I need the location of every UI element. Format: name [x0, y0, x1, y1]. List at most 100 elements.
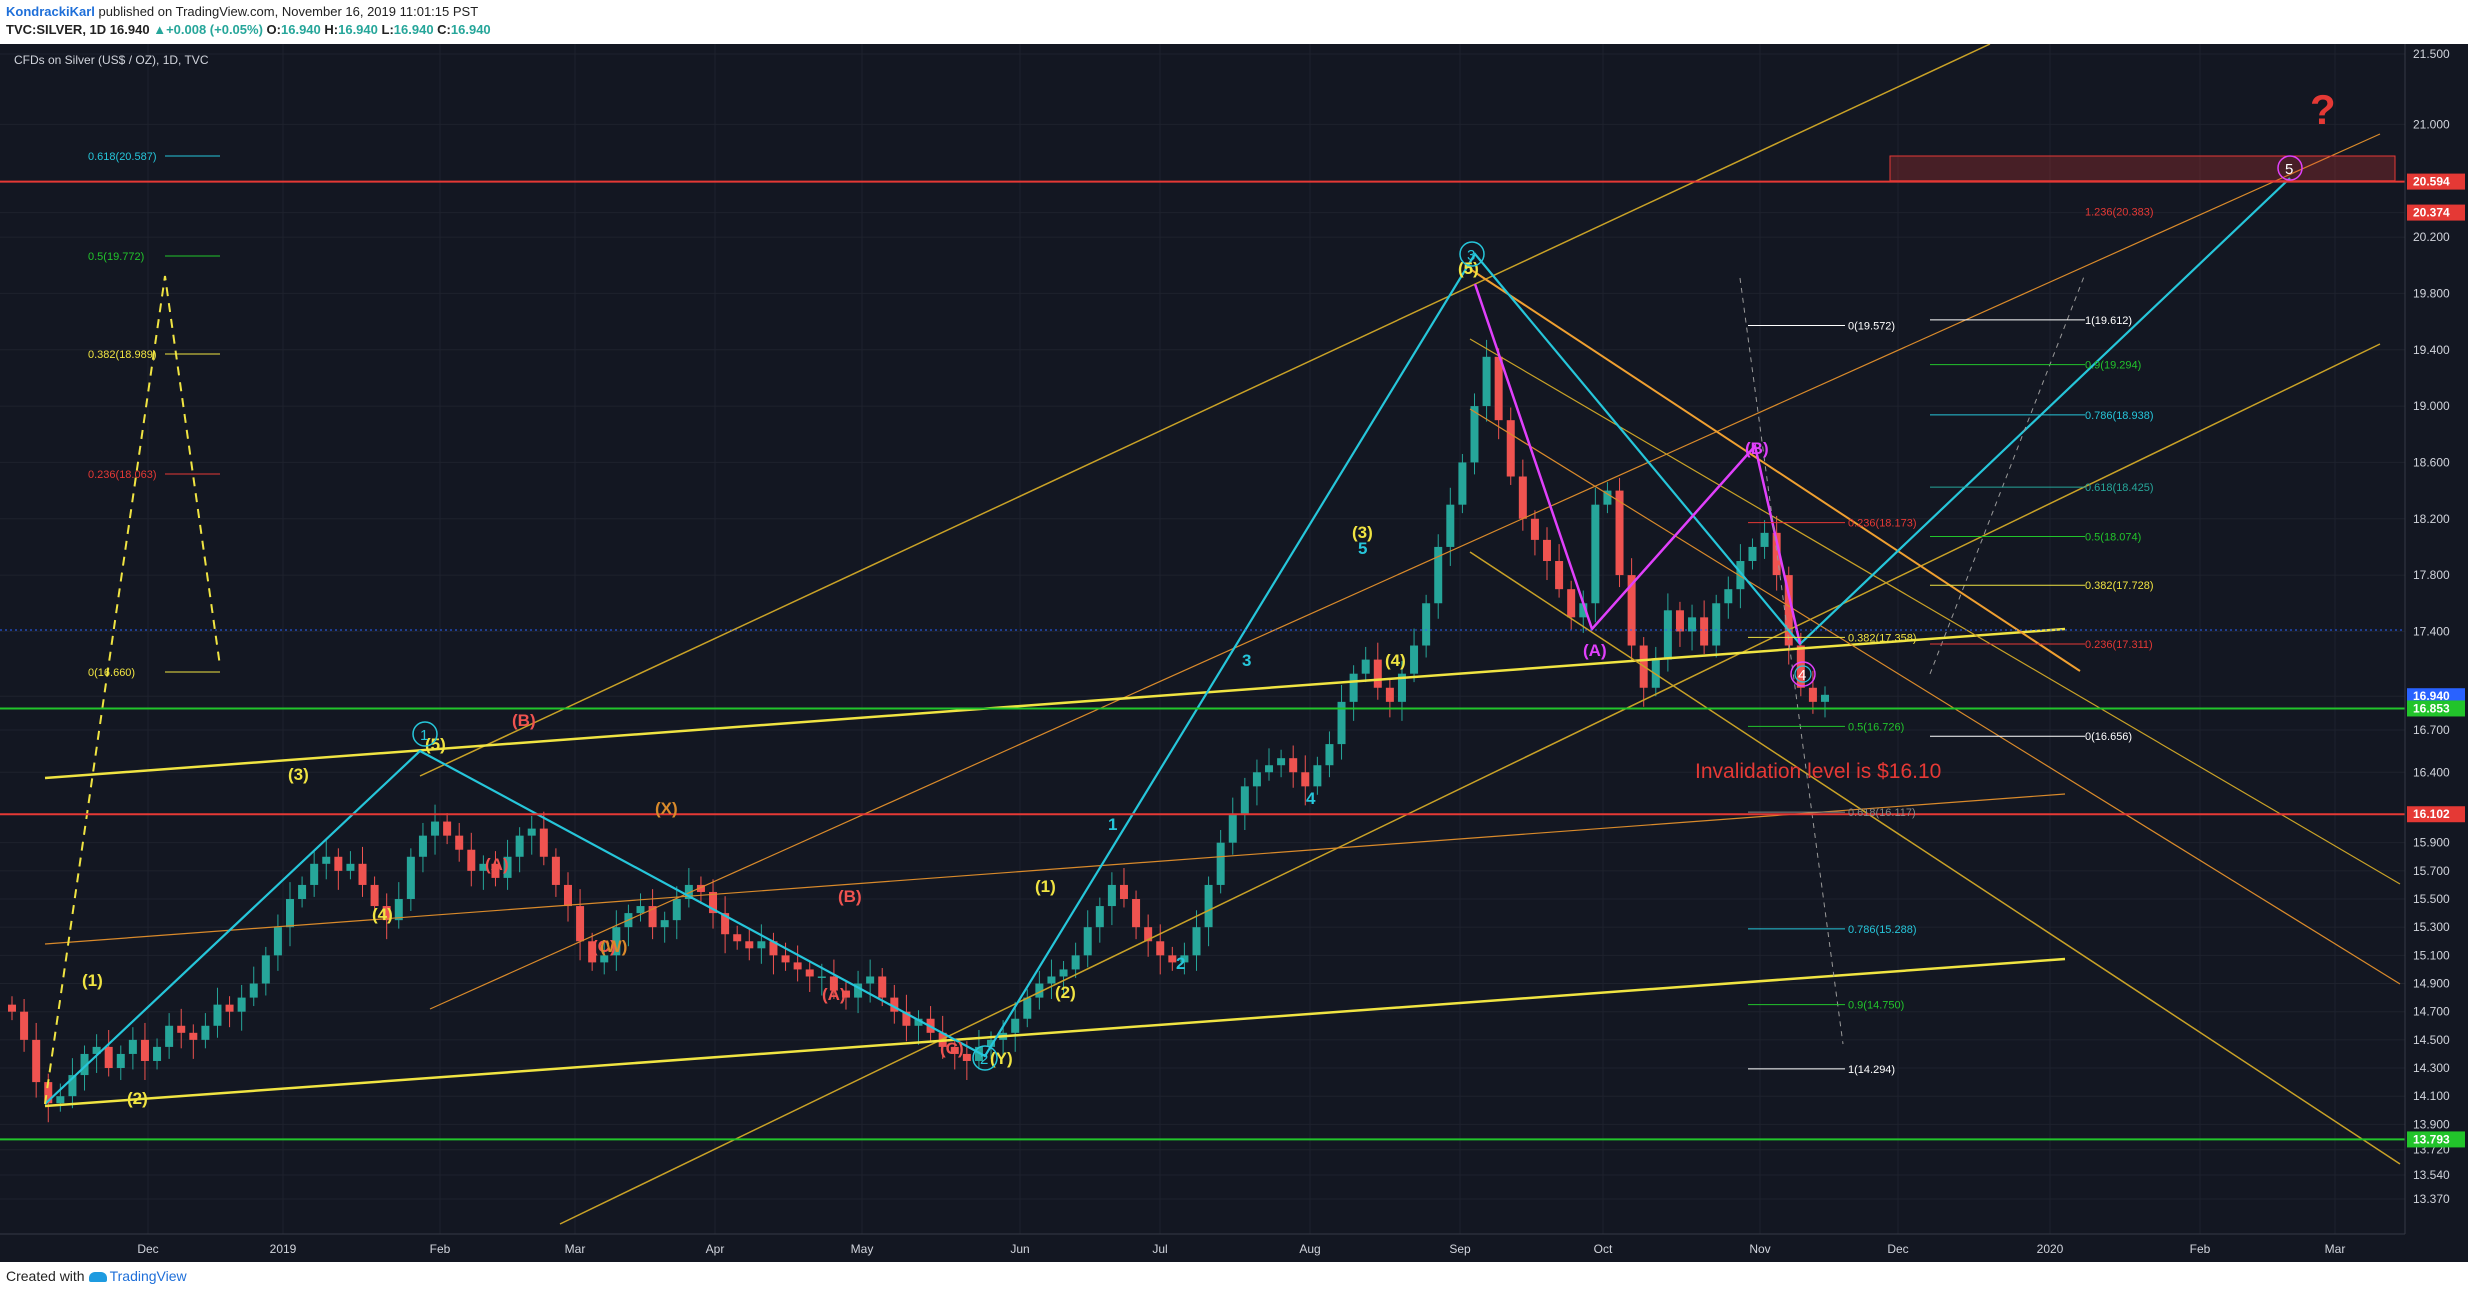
channel-lower-line[interactable]: [559, 343, 2381, 1225]
candle-body: [455, 835, 464, 850]
orange-channel-lower[interactable]: [44, 793, 2066, 945]
chart-header: KondrackiKarl published on TradingView.c…: [0, 0, 2468, 44]
candle-body: [249, 983, 258, 998]
yellow-dashed-projection[interactable]: [44, 275, 221, 1105]
candle-body: [1397, 673, 1406, 702]
yellow-trendline-lower[interactable]: [44, 957, 2066, 1108]
candle-body: [1543, 539, 1552, 562]
candle-body: [1361, 659, 1370, 674]
wave-label: (B): [838, 887, 862, 906]
fib-level-label: 0.5(18.074): [2085, 532, 2141, 544]
price-axis[interactable]: 21.500 21.000 20.594 20.374 20.200 19.800 19.4…: [2404, 44, 2468, 1262]
candle-body: [1349, 673, 1358, 702]
wave-label: 1: [1108, 815, 1117, 834]
candle-body: [1434, 546, 1443, 604]
circle-label: 1: [420, 727, 428, 744]
price-chart[interactable]: 0.618(20.587) 0.5(19.772) 0.382(18.989) 0.2…: [0, 44, 2468, 1262]
descending-channel-mid[interactable]: [1469, 408, 2401, 985]
candle-body: [431, 821, 440, 836]
candle-body: [92, 1046, 101, 1054]
target-zone[interactable]: [1889, 155, 2396, 182]
price-tick-label: 19.400: [2413, 343, 2450, 357]
candle-body: [745, 941, 754, 949]
candle-body: [346, 863, 355, 871]
candle-body: [225, 1004, 234, 1012]
candle-body: [1518, 476, 1527, 519]
yellow-trendline-upper[interactable]: [44, 627, 2066, 780]
candle-body: [1760, 532, 1769, 547]
price-tick-label: 16.400: [2413, 765, 2450, 779]
candle-body: [841, 990, 850, 998]
wave-label: (3): [288, 765, 309, 784]
price-tick-label: 15.900: [2413, 836, 2450, 850]
time-axis-label: Nov: [1749, 1242, 1770, 1256]
author-name[interactable]: KondrackiKarl: [6, 4, 95, 19]
descending-resistance[interactable]: [1469, 268, 2081, 672]
wave-label: (A): [822, 985, 846, 1004]
candle-body: [1615, 490, 1624, 576]
candle-body: [890, 997, 899, 1012]
candle-body: [817, 976, 826, 978]
fib-level-label: 0.618(16.117): [1848, 807, 1916, 819]
fib-level-label: 0(19.572): [1848, 321, 1895, 333]
price-tick-label: 17.400: [2413, 624, 2450, 638]
fib-level-label: 0.786(15.288): [1848, 924, 1917, 936]
descending-channel-upper[interactable]: [1469, 338, 2401, 885]
candle-body: [1180, 955, 1189, 963]
wave-label: (B): [1745, 439, 1769, 458]
candle-body: [733, 934, 742, 942]
price-tick-label: 15.300: [2413, 920, 2450, 934]
candle-body: [189, 1032, 198, 1040]
time-axis-label: Oct: [1594, 1242, 1613, 1256]
candle-body: [648, 906, 657, 928]
candle-body: [902, 1011, 911, 1026]
time-axis[interactable]: Dec 2019 Feb Mar Apr May Jun Jul Aug Sep Oct Nov Dec…: [0, 1233, 2468, 1262]
invalidation-annotation: Invalidation level is $16.10: [1695, 760, 1941, 783]
candle-body: [1023, 997, 1032, 1019]
price-tick-label: 14.500: [2413, 1033, 2450, 1047]
wave-label: (X): [655, 799, 678, 818]
time-axis-label: May: [851, 1242, 874, 1256]
circled-wave-labels: 1 2 3 4 5: [412, 155, 2303, 1071]
low-label: L:: [381, 22, 394, 37]
wave-label: (A): [1583, 641, 1607, 660]
candle-body: [962, 1053, 971, 1061]
magenta-abc-path[interactable]: [1473, 283, 1802, 645]
orange-channel-upper[interactable]: [429, 133, 2381, 1010]
wave-label: (4): [1385, 651, 1406, 670]
descending-channel-lower[interactable]: [1469, 551, 2401, 1165]
circle-marker: [412, 721, 438, 747]
wave-label: (C): [592, 937, 616, 956]
tradingview-brand[interactable]: TradingView: [109, 1268, 187, 1284]
price-tick-label: 14.700: [2413, 1005, 2450, 1019]
candle-body: [1059, 969, 1068, 977]
candle-body: [527, 828, 536, 836]
candle-body: [20, 1011, 29, 1040]
price-tick-label: 18.600: [2413, 455, 2450, 469]
candle-body: [1446, 504, 1455, 547]
cyan-wave-path[interactable]: [44, 177, 2291, 1105]
question-mark-annotation: ?: [2310, 86, 2336, 133]
candle-body: [539, 828, 548, 857]
candle-body: [987, 1039, 996, 1047]
close-label: C:: [437, 22, 451, 37]
candle-body: [406, 856, 415, 900]
candle-body: [1265, 765, 1274, 773]
wave-label: 4: [1306, 789, 1316, 808]
price-badge: [2407, 700, 2465, 717]
candle-body: [950, 1046, 959, 1054]
wave-label: (W): [600, 937, 627, 956]
candle-body: [104, 1046, 113, 1069]
channel-upper-line[interactable]: [419, 44, 1991, 777]
price-tick-label: 13.540: [2413, 1168, 2450, 1182]
time-axis-label: Jul: [1152, 1242, 1167, 1256]
price-tick-label: 13.370: [2413, 1192, 2450, 1206]
time-axis-label: Mar: [565, 1242, 586, 1256]
candle-body: [1784, 575, 1793, 646]
candle-body: [696, 884, 705, 892]
candle-body: [1385, 687, 1394, 702]
candle-body: [1821, 694, 1829, 702]
candle-body: [153, 1046, 162, 1061]
price-tick-label: 17.800: [2413, 568, 2450, 582]
price-badge: [2407, 1131, 2465, 1148]
